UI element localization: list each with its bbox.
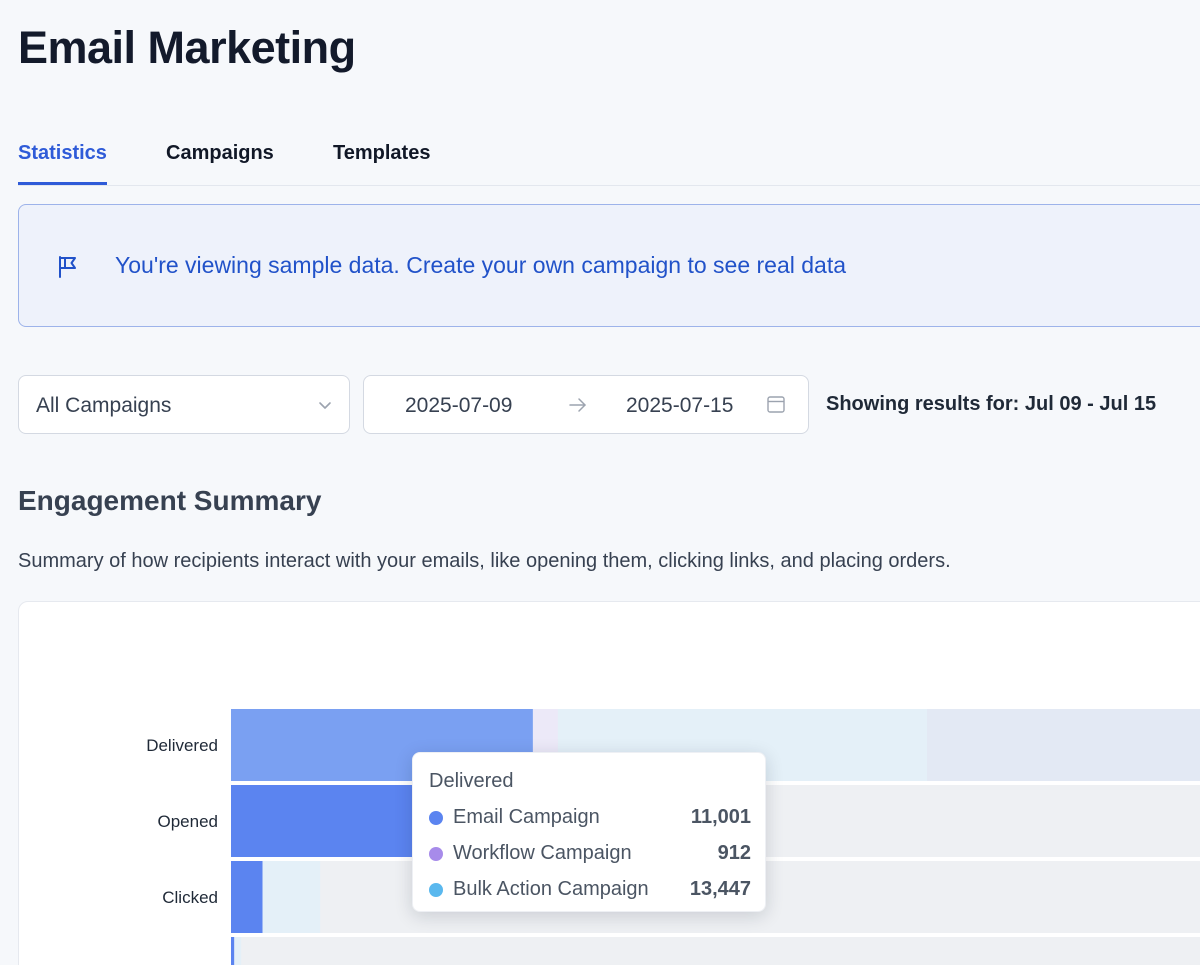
category-label: Delivered: [146, 736, 218, 755]
tab-campaigns[interactable]: Campaigns: [166, 142, 274, 164]
banner-message: You're viewing sample data. Create your …: [115, 252, 847, 278]
section-description: Summary of how recipients interact with …: [18, 550, 951, 572]
date-range-picker: 2025-07-09 2025-07-15: [363, 375, 809, 434]
page-title: Email Marketing: [18, 22, 356, 73]
tooltip-series-name: Workflow Campaign: [453, 842, 632, 864]
bar-segment[interactable]: [231, 785, 448, 857]
chart-tooltip: Delivered Email Campaign 11,001 Workflow…: [412, 752, 766, 912]
tooltip-series-name: Email Campaign: [453, 806, 600, 828]
category-label: Opened: [158, 812, 219, 831]
campaign-select-value: All Campaigns: [36, 394, 172, 417]
chevron-down-icon: [319, 402, 331, 409]
bar-segment[interactable]: [231, 937, 235, 965]
start-date-input[interactable]: 2025-07-09: [405, 394, 513, 417]
section-title: Engagement Summary: [18, 485, 322, 516]
tooltip-series-value: 13,447: [689, 878, 751, 900]
arrow-right-icon: [569, 398, 586, 412]
bar-segment[interactable]: [231, 861, 263, 933]
end-date-input[interactable]: 2025-07-15: [626, 394, 734, 417]
tooltip-series-value: 912: [717, 842, 751, 864]
bar-segment[interactable]: [262, 861, 321, 933]
tooltip-title: Delivered: [429, 770, 514, 792]
tooltip-row: Bulk Action Campaign 13,447: [429, 877, 751, 903]
flag-icon: [59, 256, 76, 278]
tooltip-row: Email Campaign 11,001: [429, 805, 751, 831]
results-range-text: Showing results for: Jul 09 - Jul 15: [826, 393, 1157, 415]
tooltip-series-name: Bulk Action Campaign: [453, 878, 649, 900]
tab-bar: Statistics Campaigns Templates: [18, 140, 1200, 186]
tab-templates[interactable]: Templates: [333, 142, 431, 164]
bar-track: [231, 937, 1200, 965]
tooltip-dot: [429, 847, 443, 861]
campaign-select[interactable]: All Campaigns: [18, 375, 350, 434]
category-label: Clicked: [162, 888, 218, 907]
tab-statistics[interactable]: Statistics: [18, 142, 107, 185]
tooltip-row: Workflow Campaign 912: [429, 841, 751, 867]
tooltip-series-value: 11,001: [690, 806, 751, 828]
calendar-icon[interactable]: [766, 394, 786, 414]
sample-data-banner: You're viewing sample data. Create your …: [18, 204, 1200, 327]
tooltip-dot: [429, 883, 443, 897]
tooltip-dot: [429, 811, 443, 825]
bar-segment[interactable]: [234, 937, 242, 965]
